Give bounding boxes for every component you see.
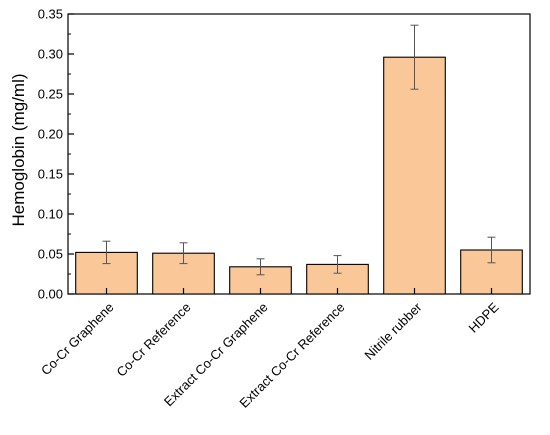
y-tick-label: 0.25 [38, 87, 63, 102]
x-tick-label: Nitrile rubber [361, 299, 425, 363]
y-tick-label: 0.35 [38, 7, 63, 22]
y-tick-label: 0.20 [38, 127, 63, 142]
x-tick-label: HDPE [465, 299, 501, 335]
plot-area: 0.00 0.05 0.10 0.15 0.20 0.25 0.30 0.35 Co-Cr Gr… [38, 7, 531, 411]
y-tick-label: 0.30 [38, 47, 63, 62]
y-axis-title: Hemoglobin (mg/ml) [9, 73, 28, 226]
y-tick-label: 0.10 [38, 207, 63, 222]
y-tick-label: 0.00 [38, 287, 63, 302]
x-tick-label: Co-Cr Reference [114, 300, 194, 380]
y-tick-label: 0.05 [38, 247, 63, 262]
y-tick-label: 0.15 [38, 167, 63, 182]
bar [383, 56, 446, 295]
x-tick-label: Co-Cr Graphene [38, 300, 117, 379]
